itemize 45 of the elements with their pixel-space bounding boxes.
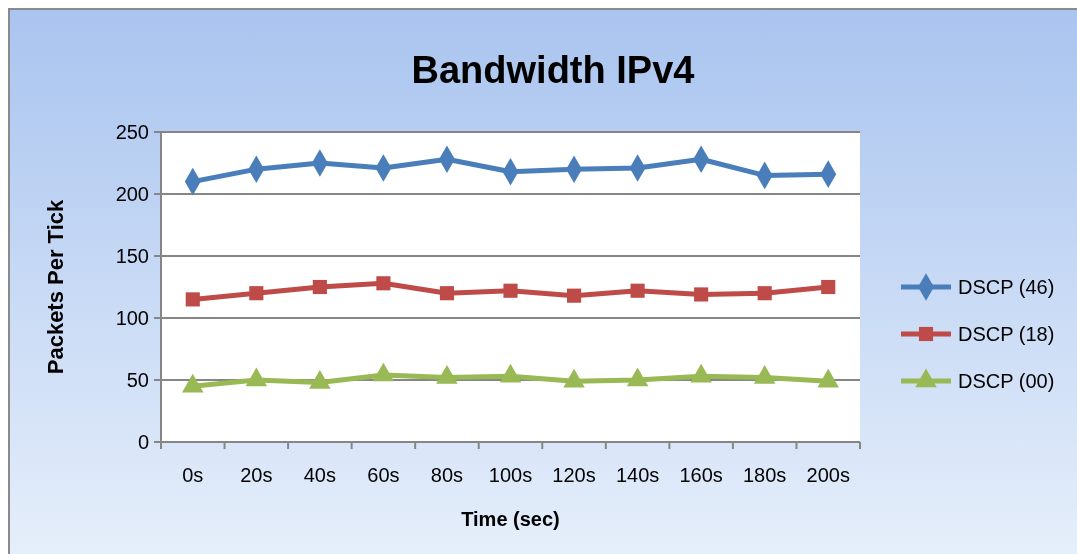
point — [630, 283, 645, 298]
y-tick-label: 100 — [115, 307, 149, 329]
y-tick-label: 250 — [115, 121, 149, 143]
x-tick-label: 80s — [430, 464, 464, 486]
point — [690, 363, 712, 383]
point — [309, 370, 331, 389]
point — [249, 286, 264, 301]
x-tick-label: 160s — [679, 464, 723, 486]
point — [436, 365, 458, 384]
point — [376, 276, 391, 291]
legend-label: DSCP (18) — [958, 323, 1055, 345]
point — [757, 286, 772, 301]
x-tick-label: 180s — [742, 464, 787, 486]
x-tick-label: 120s — [552, 464, 596, 486]
point — [182, 373, 204, 393]
point — [439, 286, 455, 301]
x-tick-label: 0s — [182, 464, 204, 486]
x-tick-label: 200s — [806, 464, 850, 486]
point — [312, 279, 327, 295]
point — [372, 362, 395, 382]
x-tick-label: 100s — [488, 464, 533, 486]
point — [245, 367, 268, 387]
x-tick-label: 20s — [240, 464, 273, 486]
y-axis-title: Packets Per Tick — [43, 198, 68, 375]
point — [563, 368, 585, 388]
legend-label: DSCP (00) — [958, 370, 1055, 392]
point — [753, 365, 776, 384]
legend-label: DSCP (46) — [958, 276, 1055, 298]
point — [503, 283, 518, 298]
point — [821, 279, 836, 295]
point — [694, 287, 709, 302]
x-axis-title: Time (sec) — [461, 508, 560, 530]
y-tick-label: 200 — [115, 183, 149, 205]
y-tick-label: 0 — [137, 431, 149, 453]
x-tick-label: 40s — [303, 464, 336, 486]
chart-title: Bandwidth IPv4 — [411, 49, 695, 91]
point — [626, 367, 649, 387]
x-tick-label: 140s — [615, 464, 660, 486]
point — [817, 368, 839, 388]
y-tick-label: 50 — [126, 369, 149, 391]
point — [499, 363, 522, 383]
y-tick-label: 150 — [115, 245, 149, 267]
point — [185, 292, 200, 307]
x-tick-label: 60s — [367, 464, 400, 486]
point — [566, 288, 582, 303]
